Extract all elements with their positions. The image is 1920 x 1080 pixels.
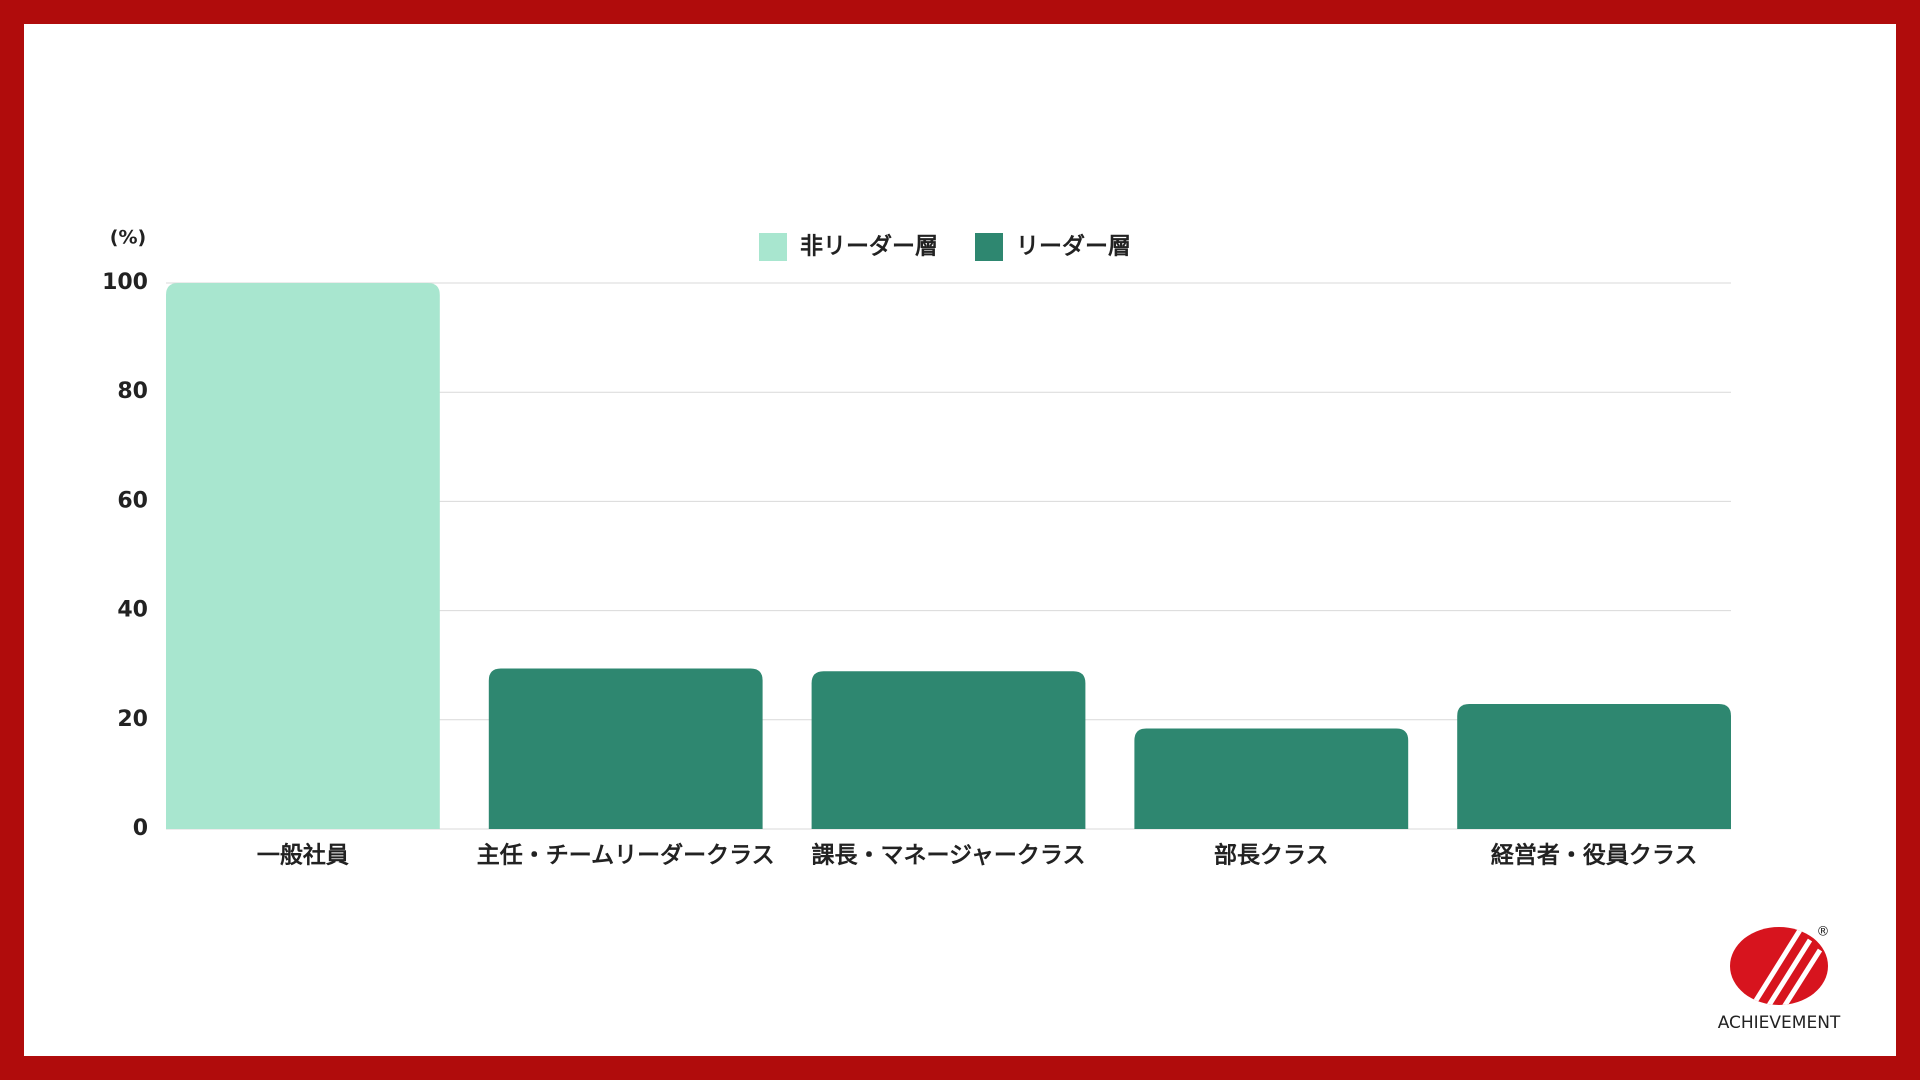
- x-tick-label: 経営者・役員クラス: [1491, 842, 1698, 869]
- logo: ® ACHIEVEMENT: [1718, 925, 1841, 1034]
- y-tick-label: 40: [117, 598, 148, 623]
- x-tick-label: 主任・チームリーダークラス: [477, 842, 775, 869]
- legend-label: リーダー層: [1016, 233, 1131, 260]
- y-tick-label: 100: [102, 270, 148, 295]
- legend-swatch: [759, 233, 787, 261]
- bar: [488, 668, 763, 829]
- x-tick-label: 課長・マネージャークラス: [812, 842, 1086, 869]
- bar: [1457, 703, 1731, 829]
- x-tick-label: 部長クラス: [1214, 842, 1329, 869]
- y-tick-label: 0: [133, 816, 148, 841]
- bar: [811, 671, 1086, 829]
- logo-text: ACHIEVEMENT: [1718, 1013, 1841, 1033]
- y-axis-label: (%): [110, 227, 146, 249]
- legend-swatch: [975, 233, 1003, 261]
- bar: [166, 283, 440, 829]
- bar: [1134, 728, 1409, 829]
- legend-label: 非リーダー層: [800, 233, 938, 260]
- y-tick-label: 60: [117, 488, 148, 513]
- y-tick-label: 80: [117, 379, 148, 404]
- logo-registered: ®: [1817, 925, 1830, 940]
- x-tick-label: 一般社員: [257, 842, 349, 869]
- y-tick-label: 20: [117, 707, 148, 732]
